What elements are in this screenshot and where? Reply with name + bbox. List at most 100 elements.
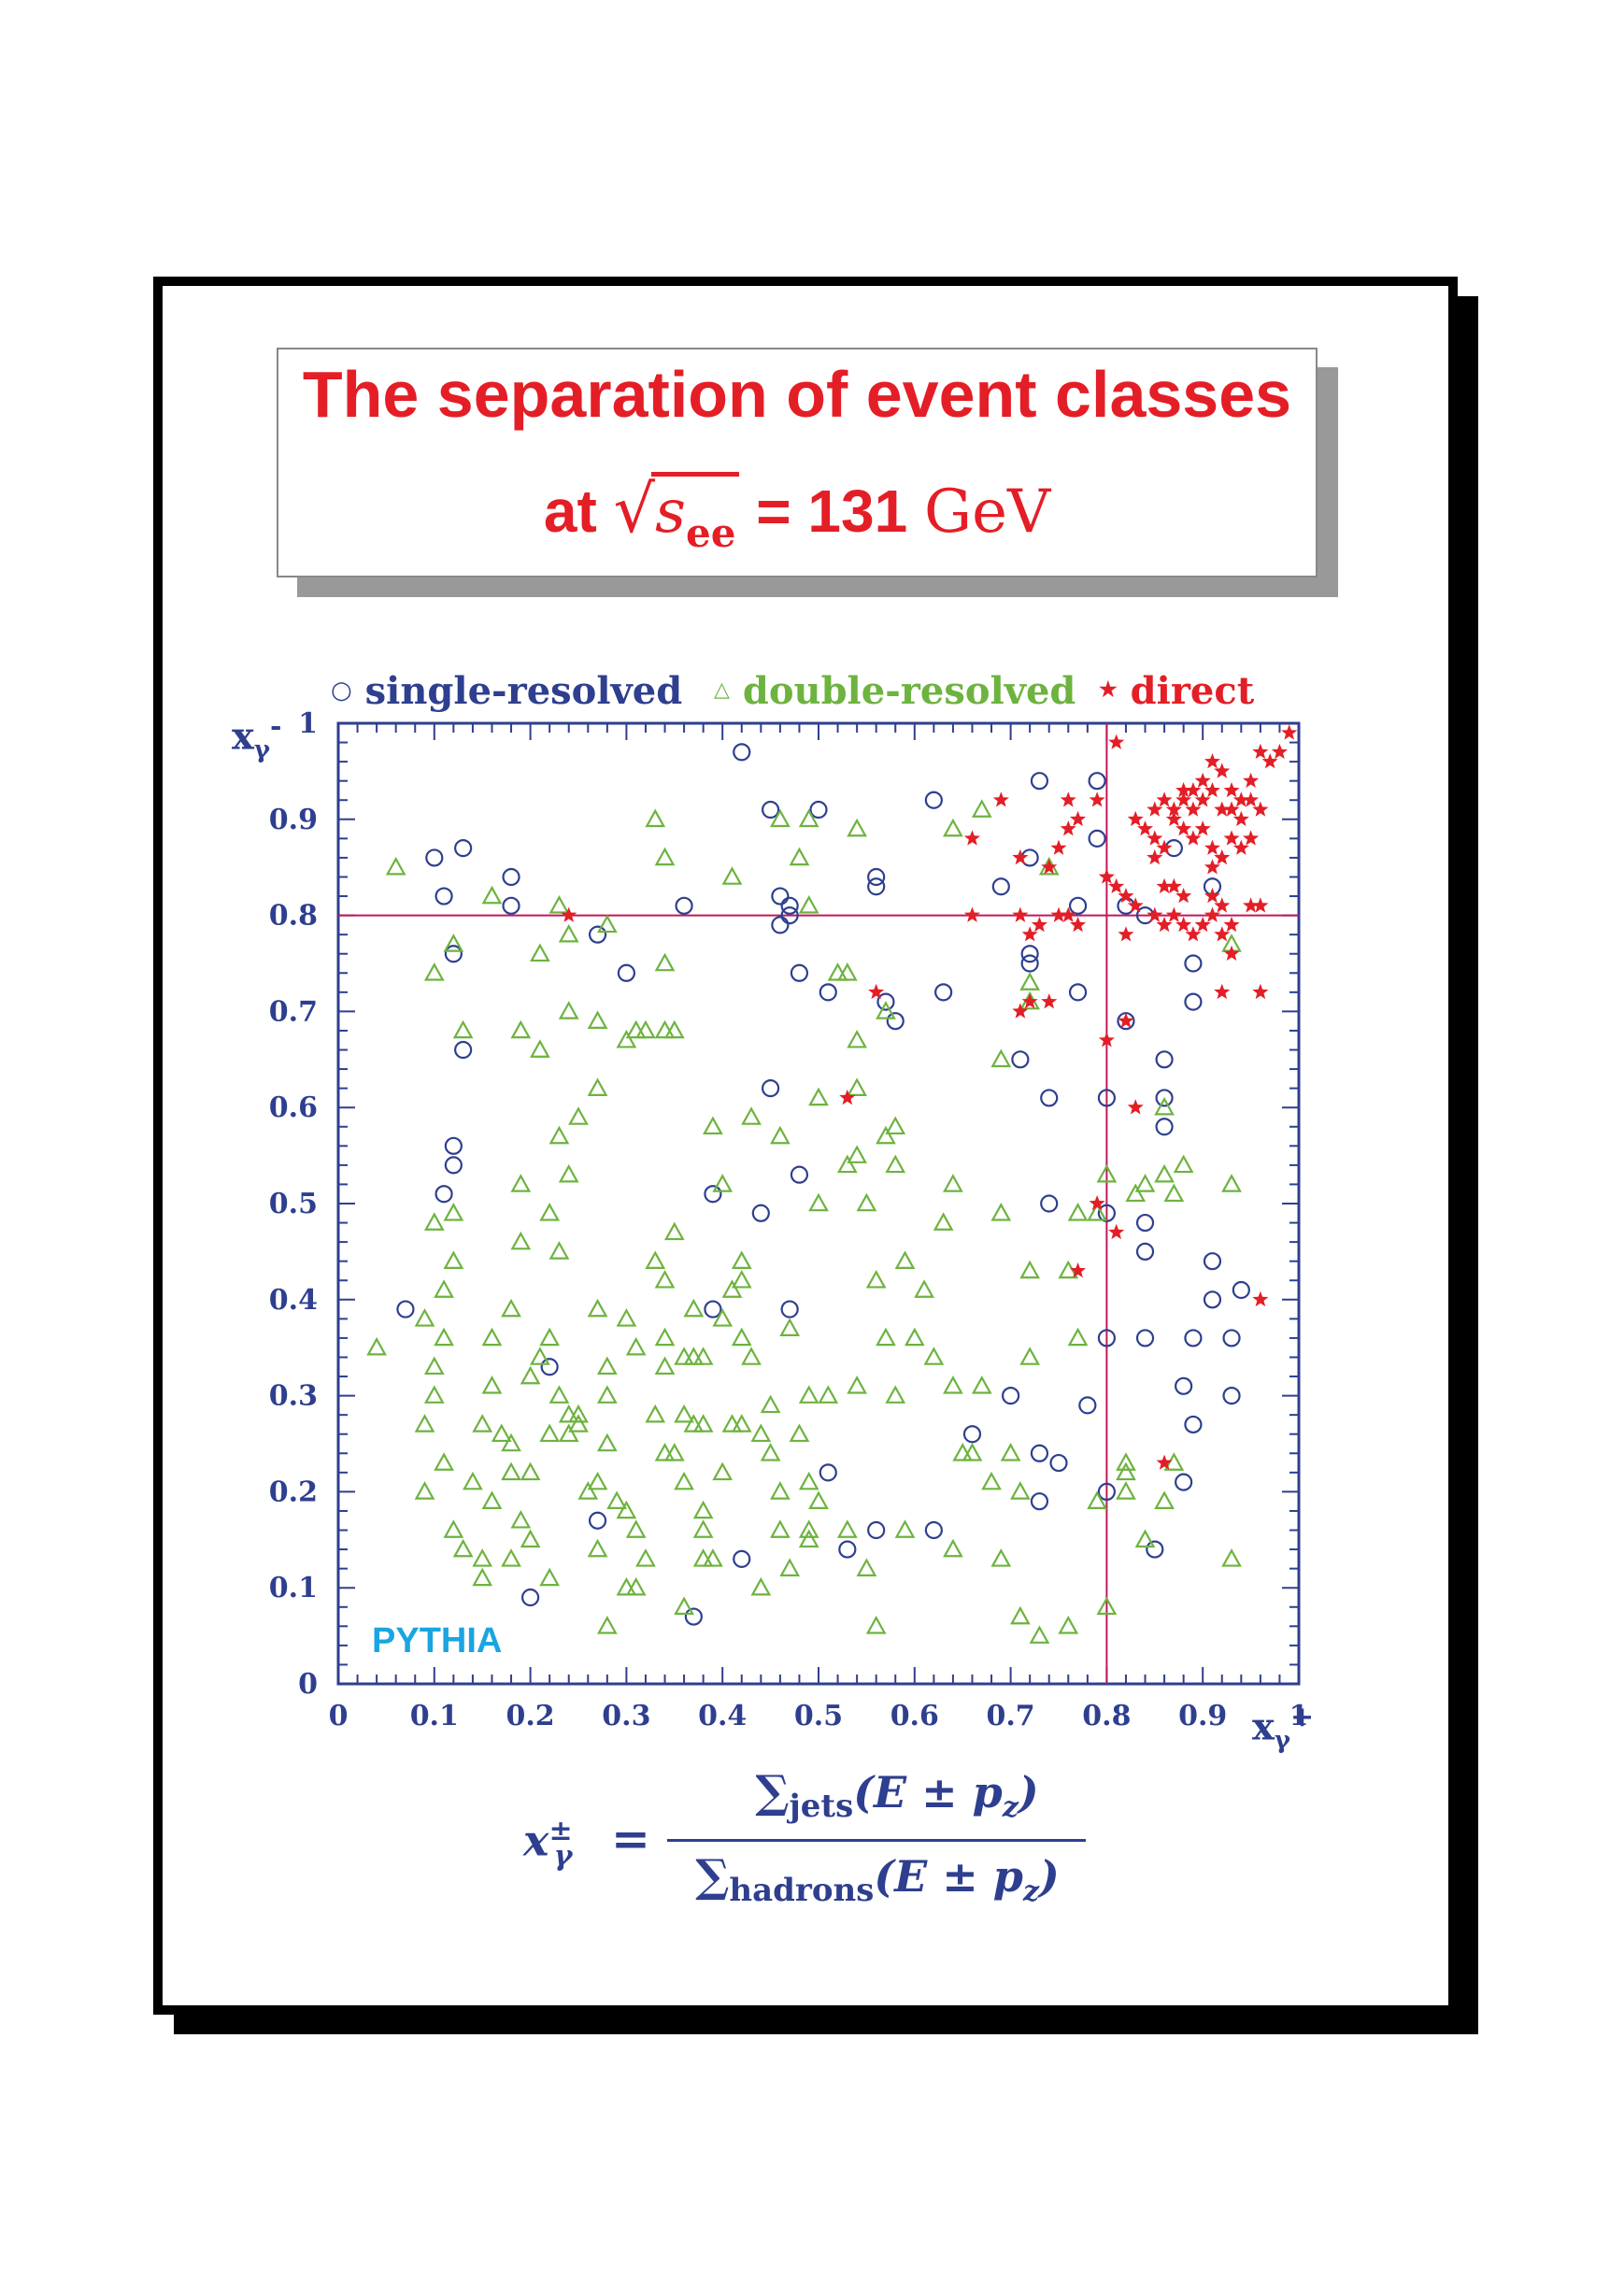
x-tick-label: 0 [329, 1700, 349, 1732]
direct-point [1012, 848, 1029, 865]
double-resolved-point [798, 1519, 819, 1538]
plot-frame [336, 721, 1301, 1686]
x-axis-label: xγ+ [1252, 1701, 1314, 1754]
single-resolved-point [733, 1549, 751, 1568]
direct-point [1070, 916, 1087, 933]
single-resolved-point [1135, 1329, 1155, 1347]
legend-direct: ★ direct [1099, 669, 1254, 713]
double-resolved-point [548, 1125, 570, 1145]
single-resolved-point [1222, 1329, 1241, 1347]
double-resolved-point [847, 1376, 867, 1394]
direct-point [963, 830, 980, 846]
single-resolved-point [1011, 1050, 1030, 1069]
formula-num-pz-sub: z [1002, 1791, 1019, 1825]
single-resolved-point [924, 1520, 943, 1540]
double-resolved-point [818, 1385, 839, 1404]
direct-point [1214, 897, 1231, 913]
pythia-label: PYTHIA [372, 1621, 503, 1661]
double-resolved-point [616, 1576, 637, 1596]
direct-point [1243, 791, 1260, 807]
single-resolved-point [809, 800, 828, 820]
double-resolved-point [558, 1163, 579, 1183]
direct-point [1156, 1454, 1173, 1470]
double-resolved-point [587, 1010, 608, 1029]
double-resolved-point [577, 1481, 599, 1500]
double-resolved-point [847, 1145, 867, 1163]
single-resolved-point [1097, 1482, 1117, 1502]
direct-point [1223, 782, 1240, 798]
title-radicand: see [651, 472, 740, 556]
y-tick-label: 0.7 [269, 995, 318, 1028]
legend-direct-label: direct [1130, 669, 1255, 713]
direct-point [1232, 791, 1249, 807]
single-resolved-point [588, 925, 607, 944]
double-resolved-point [366, 1336, 387, 1356]
single-resolved-point [1020, 954, 1039, 973]
double-resolved-point [865, 1616, 887, 1634]
direct-point [1214, 926, 1231, 942]
single-resolved-point [1175, 1473, 1193, 1491]
double-resolved-point [712, 1308, 734, 1327]
double-resolved-point [568, 1106, 589, 1125]
single-resolved-point [1097, 1204, 1117, 1222]
direct-point [1175, 888, 1192, 904]
single-resolved-point [780, 1300, 799, 1319]
y-axis-x: x [232, 714, 254, 759]
double-resolved-point [663, 1221, 685, 1241]
double-resolved-point [683, 1414, 705, 1433]
double-resolved-point [1087, 1203, 1107, 1221]
single-resolved-point [886, 1012, 905, 1031]
direct-point [1089, 791, 1105, 807]
y-tick-label: 0.4 [269, 1284, 318, 1317]
double-resolved-point [423, 962, 445, 981]
double-resolved-point [827, 962, 848, 981]
direct-point [1156, 916, 1173, 933]
double-resolved-point [510, 1174, 532, 1192]
legend-triangle-icon: △ [714, 677, 730, 702]
double-resolved-point [663, 1443, 685, 1461]
single-resolved-point [1146, 1540, 1164, 1559]
single-resolved-point [396, 1300, 415, 1319]
double-resolved-point [539, 1423, 561, 1443]
double-resolved-point [510, 1019, 532, 1039]
single-resolved-point [425, 848, 444, 867]
double-resolved-point [798, 1471, 819, 1490]
single-resolved-point [1049, 1453, 1068, 1473]
direct-point [1223, 916, 1240, 933]
title-line-2: at √see = 131 GeV [278, 471, 1316, 556]
direct-point [1232, 810, 1249, 827]
double-resolved-point [1087, 1490, 1107, 1509]
single-resolved-point [771, 916, 790, 934]
double-resolved-point [692, 1519, 714, 1538]
double-resolved-point [654, 952, 676, 972]
double-resolved-point [943, 818, 963, 837]
double-resolved-point [654, 1269, 676, 1289]
single-resolved-point [1068, 983, 1088, 1002]
direct-point [1050, 906, 1067, 922]
single-resolved-point [780, 896, 799, 915]
double-resolved-point [876, 1327, 896, 1347]
double-resolved-point [1019, 1260, 1041, 1279]
double-resolved-point [510, 1509, 532, 1529]
title-prefix: at [543, 478, 597, 545]
double-resolved-point [423, 1356, 445, 1376]
single-resolved-point [1135, 1242, 1155, 1262]
double-resolved-point [645, 808, 666, 828]
formula-denominator: ∑hadrons(E ± pz) [695, 1850, 1060, 1910]
direct-point [1185, 801, 1202, 817]
direct-point [561, 906, 577, 922]
legend-single-resolved: ○ single-resolved [331, 669, 682, 713]
double-resolved-point [779, 1318, 801, 1336]
single-resolved-point [1030, 772, 1049, 791]
direct-point [1223, 801, 1240, 817]
direct-point [1089, 1195, 1105, 1211]
direct-point [1252, 1290, 1269, 1307]
single-resolved-point [962, 1425, 982, 1444]
x-tick-label: 0.2 [506, 1700, 554, 1732]
double-resolved-point [692, 1414, 714, 1433]
direct-point [992, 791, 1009, 807]
double-resolved-point [520, 1461, 541, 1481]
single-resolved-point [1184, 992, 1203, 1011]
double-resolved-point [434, 1279, 454, 1298]
formula-num-sub: jets [789, 1788, 854, 1826]
